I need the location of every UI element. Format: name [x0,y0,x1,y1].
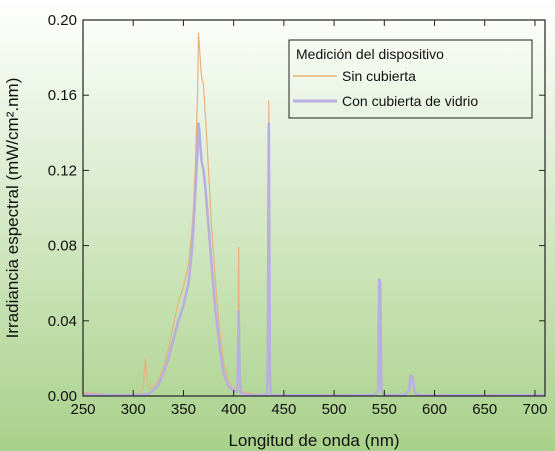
x-tick-label: 450 [271,401,296,418]
x-tick-label: 700 [522,401,547,418]
legend-label-con-cubierta: Con cubierta de vidrio [342,93,478,109]
legend-box [288,39,533,119]
legend-label-sin-cubierta: Sin cubierta [342,68,416,84]
legend: Medición del dispositivo Sin cubierta Co… [288,39,533,119]
y-tick-label: 0.04 [48,313,77,330]
y-tick-label: 0.16 [48,87,77,104]
y-axis: 0.00 0.04 0.08 0.12 0.16 0.20 [48,12,545,405]
x-tick-label: 550 [372,401,397,418]
y-tick-label: 0.00 [48,388,77,405]
y-tick-label: 0.08 [48,238,77,255]
x-tick-label: 250 [70,401,95,418]
series-line-1 [82,122,545,397]
legend-title: Medición del dispositivo [296,46,444,62]
x-axis: 250 300 350 400 450 500 550 600 650 700 [70,20,547,418]
x-tick-label: 500 [322,401,347,418]
y-tick-label: 0.12 [48,162,77,179]
plot-frame [82,19,546,397]
y-axis-title: Irradiancia espectral (mW/cm².nm) [3,78,22,339]
x-tick-label: 600 [422,401,447,418]
x-tick-label: 300 [121,401,146,418]
y-tick-label: 0.20 [48,12,77,29]
x-tick-label: 350 [171,401,196,418]
x-tick-label: 650 [472,401,497,418]
x-axis-title: Longitud de onda (nm) [228,431,399,450]
x-tick-label: 400 [221,401,246,418]
